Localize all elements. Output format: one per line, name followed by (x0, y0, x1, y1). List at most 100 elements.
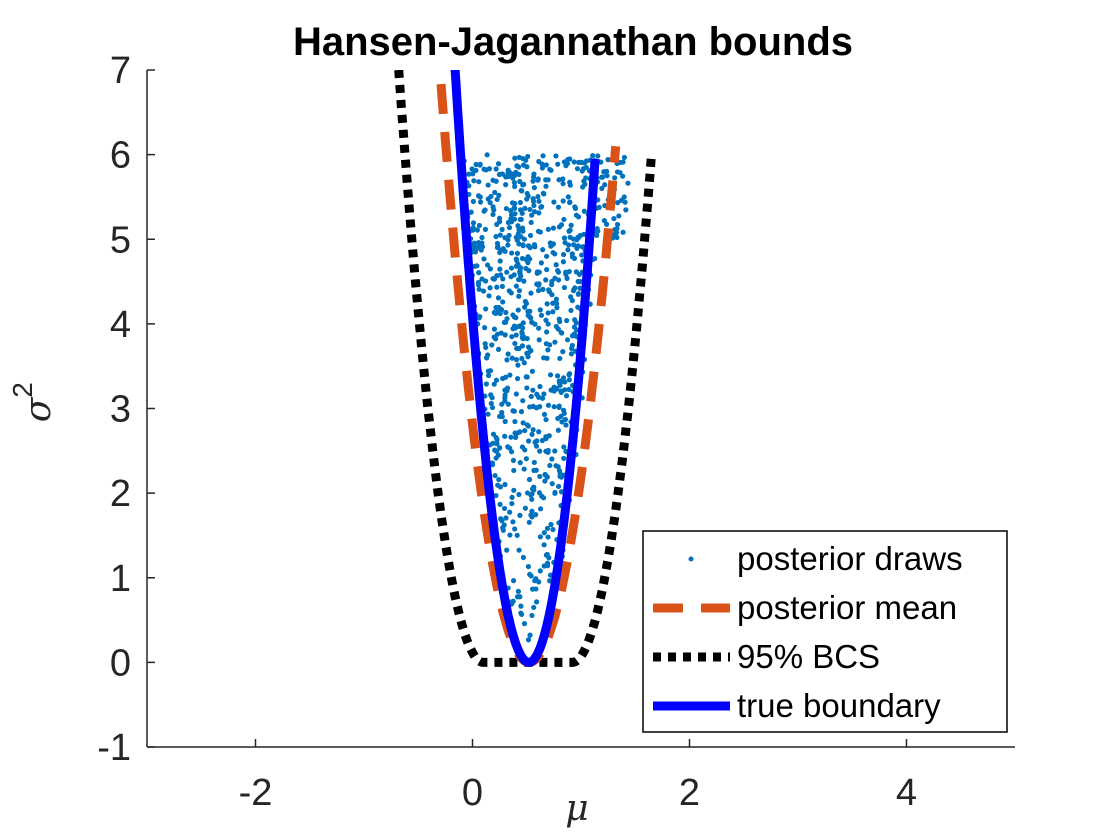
draw-point (564, 337, 571, 343)
draw-point (530, 178, 536, 184)
x-axis-label: μ (565, 788, 588, 829)
draw-point (502, 433, 508, 439)
draw-point (601, 169, 607, 175)
draw-point (514, 430, 520, 436)
draw-point (520, 398, 526, 404)
draw-point (472, 249, 478, 255)
draw-point (575, 304, 581, 310)
draw-point (494, 284, 500, 290)
draw-point (543, 183, 549, 189)
draw-point (512, 434, 519, 440)
draw-point (509, 494, 515, 500)
draw-point (502, 418, 508, 425)
draw-point (504, 357, 510, 363)
draw-point (540, 153, 546, 159)
draw-point (499, 401, 505, 407)
draw-point (494, 441, 500, 447)
draw-point (577, 278, 583, 285)
draw-point (479, 234, 485, 241)
draw-point (535, 228, 542, 234)
draw-point (493, 492, 499, 499)
series-true-boundary (450, 70, 600, 667)
draw-point (470, 220, 477, 226)
draw-point (485, 372, 492, 379)
draw-point (530, 427, 536, 433)
draw-point (503, 205, 509, 212)
draw-point (549, 481, 555, 487)
draw-point (550, 249, 556, 256)
draw-point (516, 491, 522, 498)
draw-point (564, 317, 570, 324)
draw-point (567, 179, 573, 185)
draw-point (498, 247, 505, 253)
draw-point (494, 221, 500, 227)
draw-point (514, 532, 520, 538)
series-posterior-mean (435, 70, 621, 667)
draw-point (553, 262, 559, 268)
draw-point (528, 393, 534, 400)
draw-point (481, 256, 487, 262)
draw-point (496, 215, 503, 221)
draw-point (558, 330, 564, 336)
draw-point (527, 232, 534, 239)
draw-point (519, 343, 526, 349)
draw-point (547, 462, 553, 469)
draw-point (566, 386, 572, 393)
draw-point (490, 440, 496, 446)
draw-point (618, 197, 625, 203)
draw-point (497, 445, 503, 451)
draw-point (541, 563, 547, 569)
draw-point (556, 403, 562, 409)
draw-point (489, 404, 496, 411)
draw-point (490, 204, 496, 210)
draw-point (525, 153, 531, 160)
draw-point (541, 355, 547, 361)
draw-point (522, 427, 528, 434)
draw-point (551, 388, 557, 394)
draw-point (504, 269, 510, 275)
draw-point (518, 187, 524, 194)
draw-point (505, 401, 511, 407)
draw-point (536, 198, 542, 204)
draw-point (545, 321, 551, 327)
draw-point (571, 242, 577, 248)
draw-point (537, 534, 543, 540)
draw-point (469, 166, 475, 172)
draw-point (526, 476, 533, 483)
x-ticks: -2 0 2 4 (239, 739, 917, 814)
draw-point (497, 310, 503, 317)
draw-point (484, 262, 491, 268)
draw-point (482, 226, 489, 232)
draw-point (561, 284, 568, 291)
draw-point (493, 336, 499, 342)
draw-point (620, 173, 626, 179)
x-tick-label: -2 (239, 772, 273, 814)
draw-point (517, 460, 523, 466)
legend: posterior draws posterior mean 95% BCS t… (642, 530, 1008, 733)
draw-point (518, 409, 525, 415)
draw-point (534, 281, 540, 287)
draw-point (566, 228, 572, 234)
draw-point (557, 380, 563, 386)
draw-point (500, 527, 506, 533)
draw-point (502, 398, 508, 404)
y-tick-label: 5 (110, 219, 131, 261)
draw-point (538, 260, 544, 266)
draw-point (525, 637, 532, 643)
draw-point (495, 161, 502, 167)
draw-point (524, 190, 530, 197)
draw-point (494, 437, 500, 443)
draw-point (577, 285, 583, 291)
draw-point (522, 505, 529, 511)
draw-point (552, 339, 558, 345)
draw-point (539, 161, 545, 167)
draw-point (565, 194, 571, 200)
draw-point (549, 278, 555, 285)
draw-point (531, 604, 537, 611)
draw-point (551, 404, 557, 410)
draw-point (511, 487, 517, 493)
draw-point (535, 287, 542, 294)
draw-point (530, 198, 537, 204)
draw-point (502, 481, 508, 488)
